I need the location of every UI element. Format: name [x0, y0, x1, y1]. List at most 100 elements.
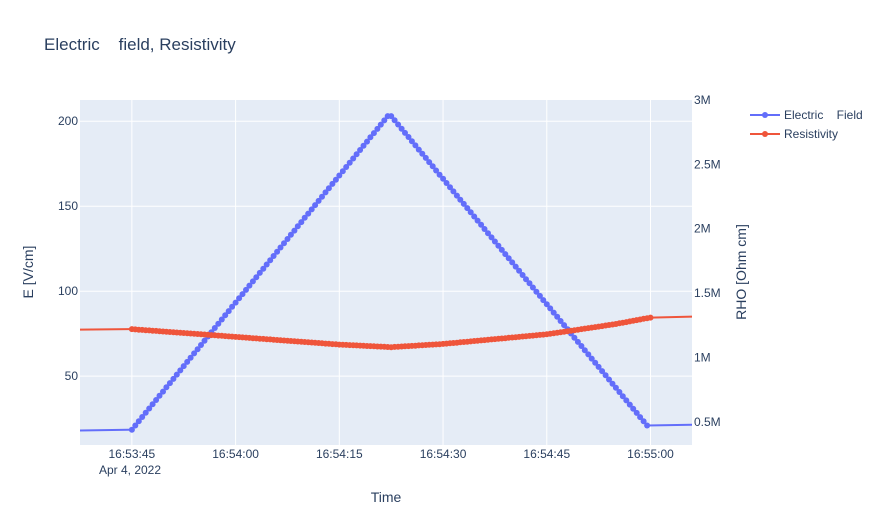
data-point — [211, 325, 218, 331]
data-point — [146, 405, 153, 412]
data-point — [291, 227, 298, 234]
data-point — [474, 217, 481, 224]
data-point — [540, 297, 547, 304]
data-point — [281, 240, 287, 247]
legend[interactable]: Electric Field Resistivity — [750, 108, 863, 141]
data-point — [374, 125, 381, 132]
data-point — [267, 257, 274, 264]
data-point — [491, 238, 498, 245]
data-point — [319, 193, 325, 200]
x-tick-label: 16:54:45 — [523, 447, 570, 461]
data-point — [647, 314, 654, 321]
y2-axis-title: RHO [Ohm cm] — [733, 224, 749, 320]
data-point — [599, 368, 606, 375]
data-point — [153, 397, 160, 403]
legend-item-resistivity[interactable]: Resistivity — [750, 127, 838, 141]
data-point — [592, 359, 599, 366]
data-point — [243, 286, 249, 293]
x-tick-label: 16:54:30 — [420, 447, 467, 461]
data-point — [523, 276, 529, 283]
data-point — [253, 274, 260, 281]
series-group — [80, 113, 692, 433]
data-point — [170, 375, 177, 382]
data-point — [187, 354, 194, 361]
data-point — [602, 372, 609, 379]
data-point — [236, 295, 243, 302]
data-point — [509, 259, 516, 266]
data-point — [315, 197, 322, 204]
x-tick-label: 16:55:00 — [627, 447, 674, 461]
data-point — [232, 299, 239, 306]
data-point — [263, 261, 270, 268]
data-point — [256, 269, 263, 276]
legend-item-electric-field[interactable]: Electric Field — [750, 108, 863, 122]
y2-tick-label: 2.5M — [694, 157, 721, 171]
data-point — [377, 121, 384, 128]
data-point — [637, 414, 644, 421]
data-point — [585, 351, 592, 358]
data-point — [156, 392, 163, 399]
data-point — [612, 384, 619, 391]
data-point — [364, 138, 370, 145]
data-point — [128, 426, 135, 433]
data-point — [426, 159, 433, 166]
legend-label-resistivity: Resistivity — [784, 127, 838, 141]
data-point — [357, 147, 364, 153]
data-point — [287, 231, 294, 238]
data-point — [370, 130, 377, 137]
x-axis-title: Time — [371, 489, 402, 505]
y-tick-label: 200 — [58, 114, 78, 128]
data-point — [464, 205, 471, 212]
y-tick-label: 50 — [65, 369, 79, 383]
data-point — [163, 384, 170, 391]
y2-tick-label: 1M — [694, 350, 711, 364]
data-point — [453, 192, 460, 199]
y2-tick-label: 2M — [694, 222, 711, 236]
data-point — [260, 265, 267, 272]
data-point — [529, 284, 536, 291]
y2-tick-label: 1.5M — [694, 286, 721, 300]
data-point — [640, 418, 647, 425]
data-point — [526, 280, 533, 287]
data-point — [173, 371, 180, 378]
data-point — [142, 409, 149, 416]
data-point — [578, 343, 585, 349]
data-point — [554, 313, 561, 320]
data-point — [139, 414, 146, 420]
data-point — [149, 401, 156, 408]
tick-labels: 50 100 150 200 16:53:45 16:54:00 16:54:15 16:54… — [58, 93, 721, 461]
data-point — [440, 175, 447, 182]
data-point — [571, 334, 578, 341]
data-point — [495, 242, 502, 249]
data-point — [619, 393, 626, 400]
data-point — [249, 278, 256, 285]
data-point — [543, 301, 550, 308]
data-point — [488, 234, 495, 241]
data-point — [429, 163, 436, 170]
data-point — [350, 155, 357, 162]
data-point — [547, 305, 554, 312]
data-point — [405, 134, 412, 140]
data-point — [246, 282, 253, 289]
data-point — [502, 251, 509, 258]
data-point — [239, 291, 246, 298]
plot-area — [80, 100, 692, 445]
data-point — [191, 350, 198, 357]
data-point — [623, 397, 630, 404]
data-point — [609, 380, 616, 387]
y-tick-label: 100 — [58, 284, 78, 298]
data-point — [550, 309, 557, 316]
data-point — [322, 189, 329, 196]
series-resistivity — [80, 314, 692, 351]
data-point — [460, 200, 467, 207]
series-electric-field — [80, 113, 692, 433]
data-point — [419, 150, 426, 157]
data-point — [184, 358, 191, 365]
data-point — [312, 202, 319, 209]
data-point — [229, 303, 236, 310]
data-point — [457, 196, 464, 203]
data-point — [222, 312, 229, 319]
data-point — [308, 206, 315, 213]
data-point — [436, 171, 443, 178]
legend-marker-resistivity — [762, 131, 768, 137]
